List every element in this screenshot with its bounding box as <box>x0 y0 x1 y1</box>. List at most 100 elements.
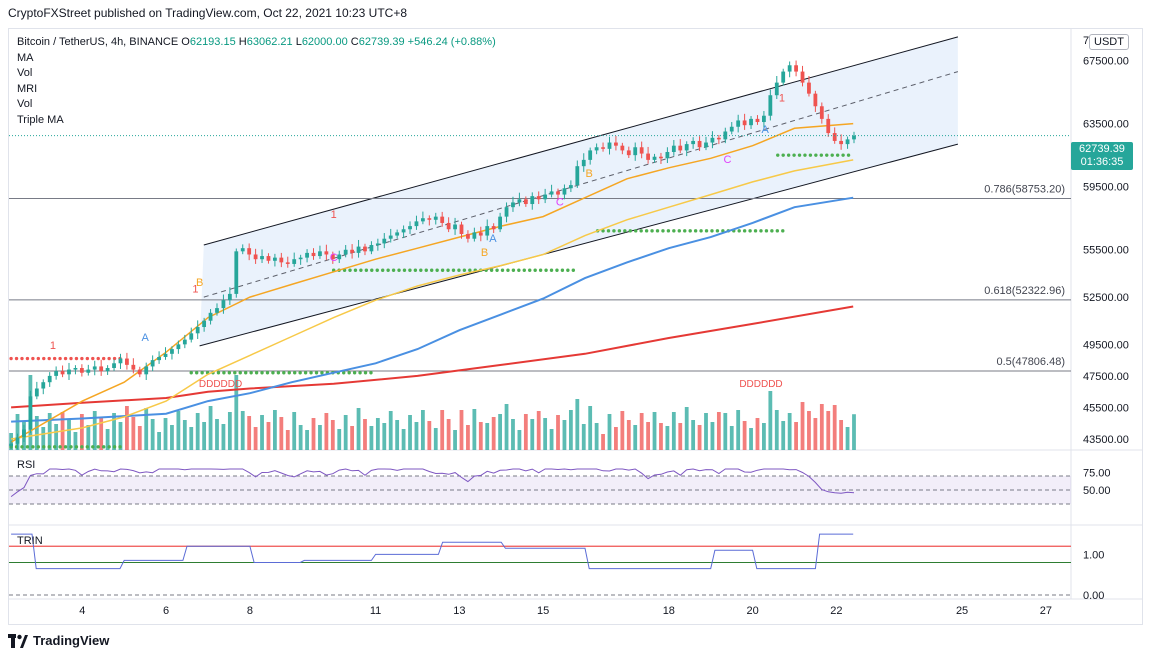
setup-1-marker-3: 1 <box>331 209 337 221</box>
price-tick-49500.00: 49500.00 <box>1083 339 1129 351</box>
candle-body <box>202 320 207 328</box>
tradingview-brand[interactable]: TradingView <box>8 633 109 648</box>
support-dot <box>655 229 660 233</box>
support-dot <box>397 268 401 272</box>
candle-body <box>176 344 181 350</box>
rsi-label[interactable]: RSI <box>17 459 36 471</box>
volume-bar <box>762 423 766 450</box>
date-tick-18: 18 <box>663 605 675 617</box>
support-dot <box>500 268 505 272</box>
support-dot <box>265 371 270 375</box>
candle-body <box>755 118 760 123</box>
publisher-header: CryptoFXStreet published on TradingView.… <box>8 6 407 20</box>
candle-body <box>144 366 149 375</box>
resistance-dot <box>58 356 62 361</box>
support-dot <box>276 371 281 375</box>
volume-bar <box>318 425 322 450</box>
volume-bar <box>382 423 387 450</box>
c-marker-2: C <box>556 197 564 209</box>
candle-body <box>60 371 65 375</box>
support-dot <box>628 229 632 233</box>
support-dot <box>440 268 445 272</box>
candle-body <box>73 368 78 370</box>
candle-body <box>292 259 297 264</box>
volume-bar <box>182 420 187 450</box>
price-tick-45500.00: 45500.00 <box>1083 402 1129 414</box>
support-dot <box>715 229 720 233</box>
volume-bar <box>15 414 20 450</box>
candle-body <box>47 375 52 383</box>
low-key: L <box>295 36 302 48</box>
candle-body <box>556 191 560 195</box>
support-dot <box>710 229 714 233</box>
support-dot <box>533 268 537 272</box>
volume-bar <box>208 406 213 450</box>
candle-body <box>807 82 811 94</box>
candle-body <box>704 142 708 148</box>
volume-bar <box>189 427 194 450</box>
volume-bar <box>652 412 657 450</box>
candle-body <box>208 312 213 321</box>
support-dot <box>260 371 264 375</box>
currency-button[interactable]: USDT <box>1089 34 1129 50</box>
candle-body <box>67 369 71 375</box>
date-tick-27: 27 <box>1040 605 1052 617</box>
price-tick-59500.00: 59500.00 <box>1083 182 1129 194</box>
candle-body <box>794 65 798 72</box>
support-dot <box>31 445 35 449</box>
candle-body <box>112 363 116 369</box>
candle-body <box>350 249 355 253</box>
candle-body <box>697 140 702 148</box>
support-dot <box>419 268 423 272</box>
support-dot <box>408 268 412 272</box>
candle-body <box>568 185 573 189</box>
support-dot <box>601 229 605 233</box>
candle-body <box>762 115 766 123</box>
candle-body <box>266 256 271 261</box>
volume-bar <box>285 430 290 450</box>
candle-body <box>247 248 252 255</box>
trin-label[interactable]: TRIN <box>17 535 43 547</box>
trin-tick-1.00: 1.00 <box>1083 549 1104 561</box>
volume-bar <box>504 404 509 450</box>
candle-body <box>504 207 509 217</box>
date-tick-15: 15 <box>537 605 549 617</box>
volume-bar <box>536 411 541 450</box>
candle-body <box>92 366 97 370</box>
candle-body <box>453 224 457 230</box>
candle-body <box>440 216 445 223</box>
channel-fill <box>199 36 958 346</box>
volume-bar <box>716 412 721 450</box>
volume-bar <box>826 411 831 450</box>
study-triple-ma[interactable]: Triple MA <box>17 113 64 126</box>
candle-body <box>639 147 644 154</box>
price-tick-partial: 7 <box>1083 35 1089 47</box>
support-dot <box>623 229 627 233</box>
candle-body <box>459 224 464 234</box>
resistance-dot <box>42 356 46 361</box>
candle-body <box>665 151 670 159</box>
chart-frame <box>8 28 1143 625</box>
support-dot <box>846 153 851 157</box>
study-ma[interactable]: MA <box>17 51 34 64</box>
volume-bar <box>781 421 786 450</box>
volume-bar <box>137 426 142 450</box>
study-vol[interactable]: Vol <box>17 67 33 79</box>
channel-upper-line <box>203 36 959 246</box>
support-dot <box>227 371 232 375</box>
study-mri[interactable]: MRI <box>17 82 38 95</box>
volume-bar <box>343 415 348 450</box>
rsi-line <box>10 468 855 498</box>
study-vol-2[interactable]: Vol <box>17 98 33 110</box>
volume-bar <box>388 411 393 450</box>
support-dot <box>457 268 461 272</box>
support-dot <box>650 229 654 233</box>
candle-body <box>678 145 683 151</box>
candle-body <box>549 191 554 195</box>
volume-bar <box>691 420 696 450</box>
symbol-label[interactable]: Bitcoin / TetherUS, 4h, BINANCE <box>17 36 179 48</box>
candle-body <box>620 145 625 151</box>
candle-body <box>466 233 470 239</box>
candle-body <box>723 131 728 140</box>
